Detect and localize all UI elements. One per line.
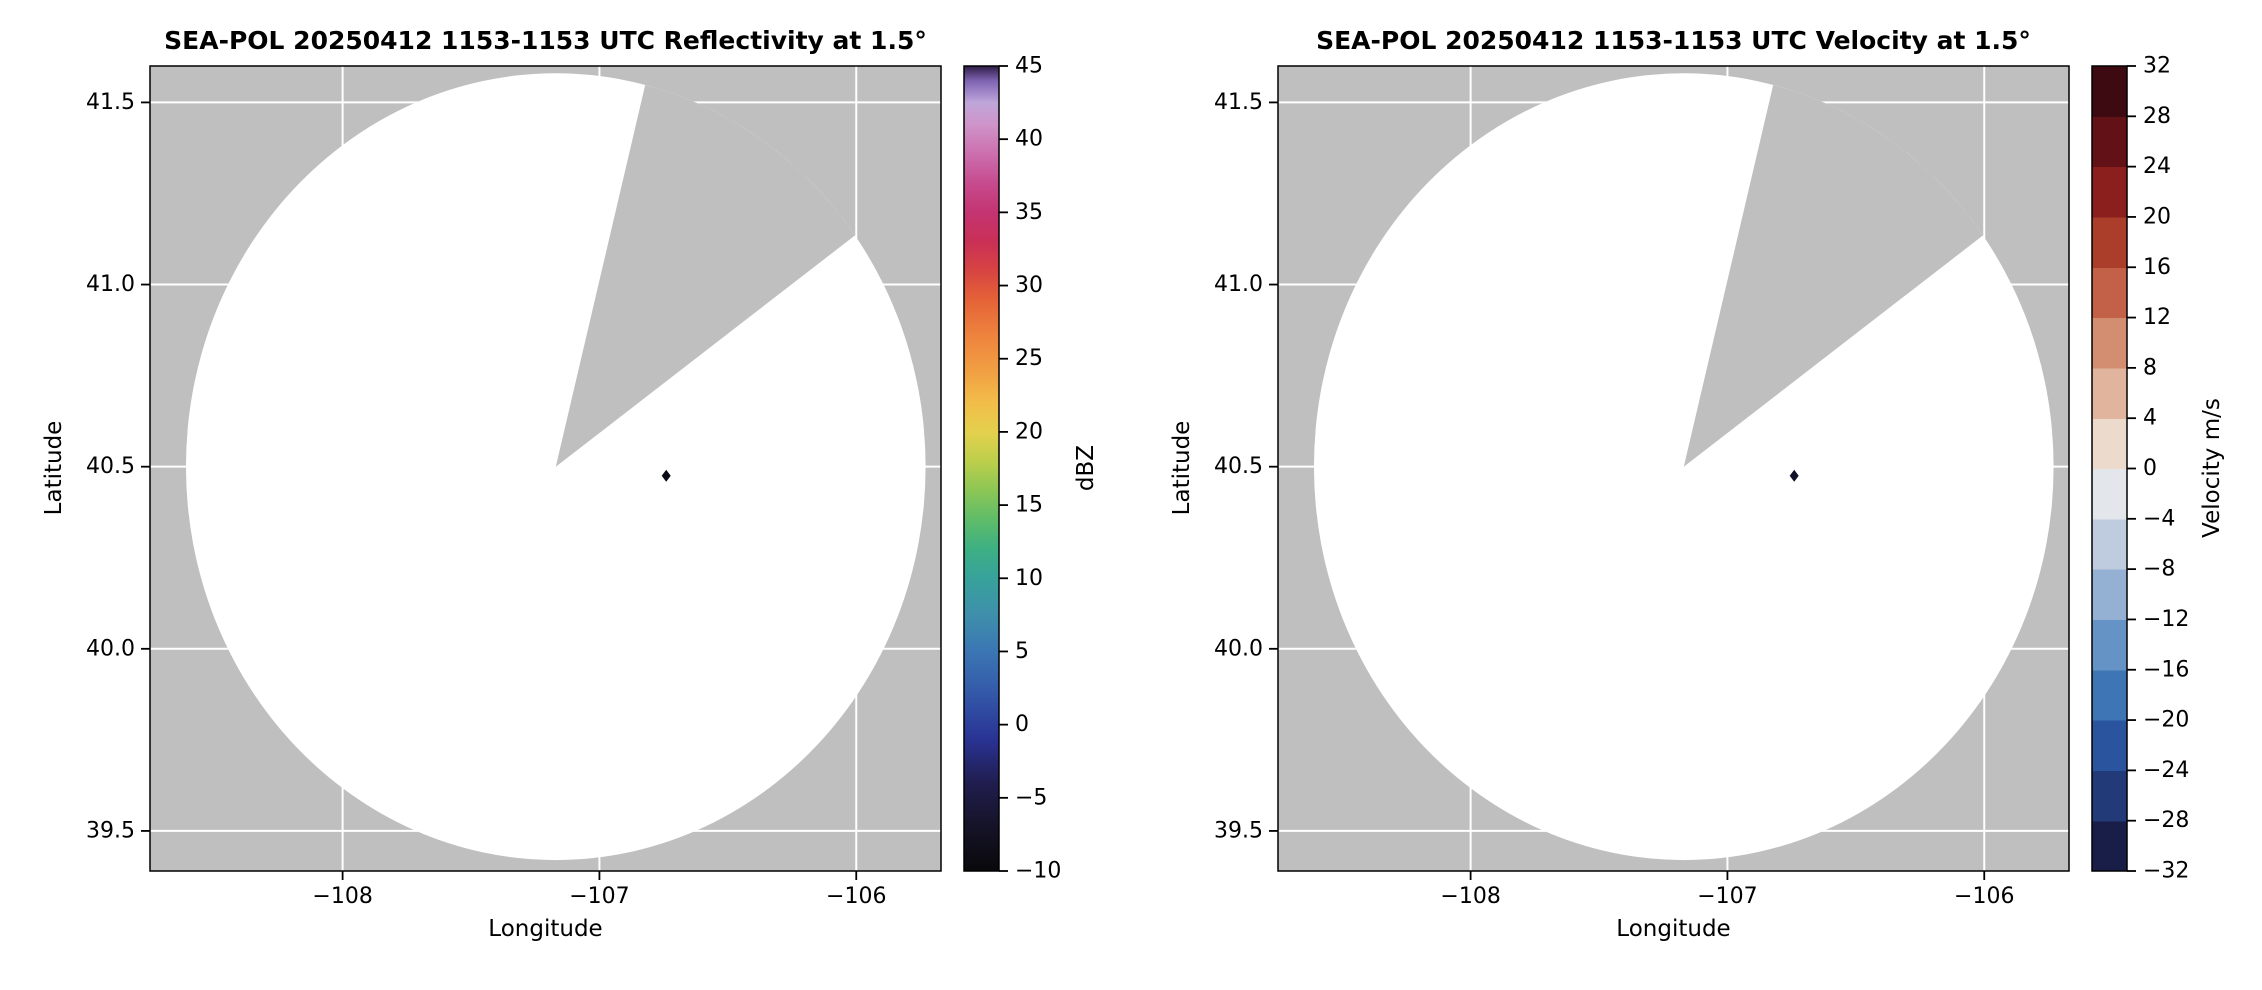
- velocity-colorbar-segment: [2092, 66, 2127, 117]
- y-tick-label: 41.0: [86, 272, 135, 297]
- y-tick-label: 40.0: [1214, 636, 1263, 661]
- velocity-colorbar-segment: [2092, 317, 2127, 369]
- colorbar-tick-label: −28: [2143, 808, 2189, 833]
- colorbar-tick-label: −5: [1015, 785, 1047, 810]
- colorbar-tick-label: −8: [2143, 557, 2175, 582]
- colorbar-tick-label: 24: [2143, 154, 2171, 179]
- x-tick-label: −107: [569, 884, 629, 909]
- reflectivity-panel: −108 −107 −106 41.5 41.0 40.5 40.0 39.5 45 40 35 30…: [86, 54, 1061, 910]
- y-tick-label: 41.0: [1214, 272, 1263, 297]
- axes-spines: [1277, 65, 2070, 872]
- velocity-colorbar-segment: [2092, 820, 2127, 872]
- site-diamond-marker: [1789, 469, 1799, 482]
- colorbar-tick-label: −10: [1015, 859, 1061, 884]
- colorbar-tick-label: 45: [1015, 54, 1043, 79]
- colorbar-tick-label: −4: [2143, 506, 2175, 531]
- velocity-chart-title: SEA-POL 20250412 1153-1153 UTC Velocity …: [1316, 26, 2031, 55]
- site-diamond-marker: [661, 469, 671, 482]
- velocity-colorbar-segment: [2092, 619, 2127, 671]
- colorbar-tick-label: 32: [2143, 54, 2171, 79]
- x-tick-label: −106: [826, 884, 886, 909]
- x-tick-label: −108: [1440, 884, 1500, 909]
- colorbar-tick-label: 40: [1015, 127, 1043, 152]
- reflectivity-x-axis-label: Longitude: [488, 916, 603, 942]
- colorbar-tick-label: −20: [2143, 708, 2189, 733]
- velocity-x-axis-label: Longitude: [1616, 916, 1731, 942]
- colorbar-tick-label: 0: [1015, 712, 1029, 737]
- colorbar-tick-label: −32: [2143, 859, 2189, 884]
- velocity-y-axis-label: Latitude: [1169, 420, 1195, 516]
- reflectivity-colorbar: [964, 66, 999, 871]
- colorbar-tick-label: 28: [2143, 104, 2171, 129]
- reflectivity-chart-title: SEA-POL 20250412 1153-1153 UTC Reflectiv…: [164, 26, 927, 55]
- velocity-panel: −108 −107 −106 41.5 41.0 40.5 40.0 39.5 32 28 24 20…: [1214, 54, 2189, 910]
- x-tick-label: −106: [1954, 884, 2014, 909]
- colorbar-outline: [963, 65, 1000, 872]
- colorbar-tick-label: 8: [2143, 355, 2157, 380]
- colorbar-tick-label: 35: [1015, 200, 1043, 225]
- reflectivity-colorbar-label: dBZ: [1073, 444, 1099, 492]
- velocity-colorbar-segment: [2092, 216, 2127, 268]
- y-tick-label: 40.5: [86, 454, 135, 479]
- y-tick-label: 39.5: [86, 818, 135, 843]
- velocity-colorbar-segment: [2092, 468, 2127, 520]
- y-tick-label: 40.0: [86, 636, 135, 661]
- colorbar-tick-label: −16: [2143, 657, 2189, 682]
- y-tick-label: 39.5: [1214, 818, 1263, 843]
- velocity-colorbar-segment: [2092, 116, 2127, 168]
- colorbar-tick-label: −12: [2143, 607, 2189, 632]
- axes-spines: [149, 65, 942, 872]
- reflectivity-y-axis-label: Latitude: [41, 420, 67, 516]
- velocity-colorbar-segment: [2092, 669, 2127, 721]
- blocked-sector-wedge: [1683, 85, 1983, 467]
- velocity-colorbar-segment: [2092, 720, 2127, 771]
- velocity-colorbar-segment: [2092, 569, 2127, 621]
- colorbar-tick-label: 0: [2143, 456, 2157, 481]
- colorbar-tick-label: 12: [2143, 305, 2171, 330]
- velocity-colorbar-segment: [2092, 518, 2127, 570]
- y-tick-label: 41.5: [86, 90, 135, 115]
- colorbar-tick-label: 10: [1015, 566, 1043, 591]
- blocked-sector-wedge: [555, 85, 855, 467]
- colorbar-tick-label: 5: [1015, 639, 1029, 664]
- colorbar-tick-label: −24: [2143, 758, 2189, 783]
- colorbar-tick-label: 30: [1015, 273, 1043, 298]
- colorbar-tick-label: 20: [1015, 419, 1043, 444]
- colorbar-tick-label: 4: [2143, 406, 2157, 431]
- x-tick-label: −108: [312, 884, 372, 909]
- y-tick-label: 41.5: [1214, 90, 1263, 115]
- colorbar-tick-label: 16: [2143, 255, 2171, 280]
- velocity-colorbar-segment: [2092, 367, 2127, 419]
- y-tick-label: 40.5: [1214, 454, 1263, 479]
- velocity-colorbar-label: Velocity m/s: [2199, 398, 2225, 538]
- colorbar-tick-label: 15: [1015, 493, 1043, 518]
- velocity-colorbar-segment: [2092, 166, 2127, 218]
- colorbar-tick-label: 20: [2143, 204, 2171, 229]
- x-tick-label: −107: [1697, 884, 1757, 909]
- velocity-colorbar-segment: [2092, 770, 2127, 822]
- velocity-colorbar-segment: [2092, 418, 2127, 470]
- colorbar-tick-label: 25: [1015, 346, 1043, 371]
- velocity-colorbar-segment: [2092, 267, 2127, 319]
